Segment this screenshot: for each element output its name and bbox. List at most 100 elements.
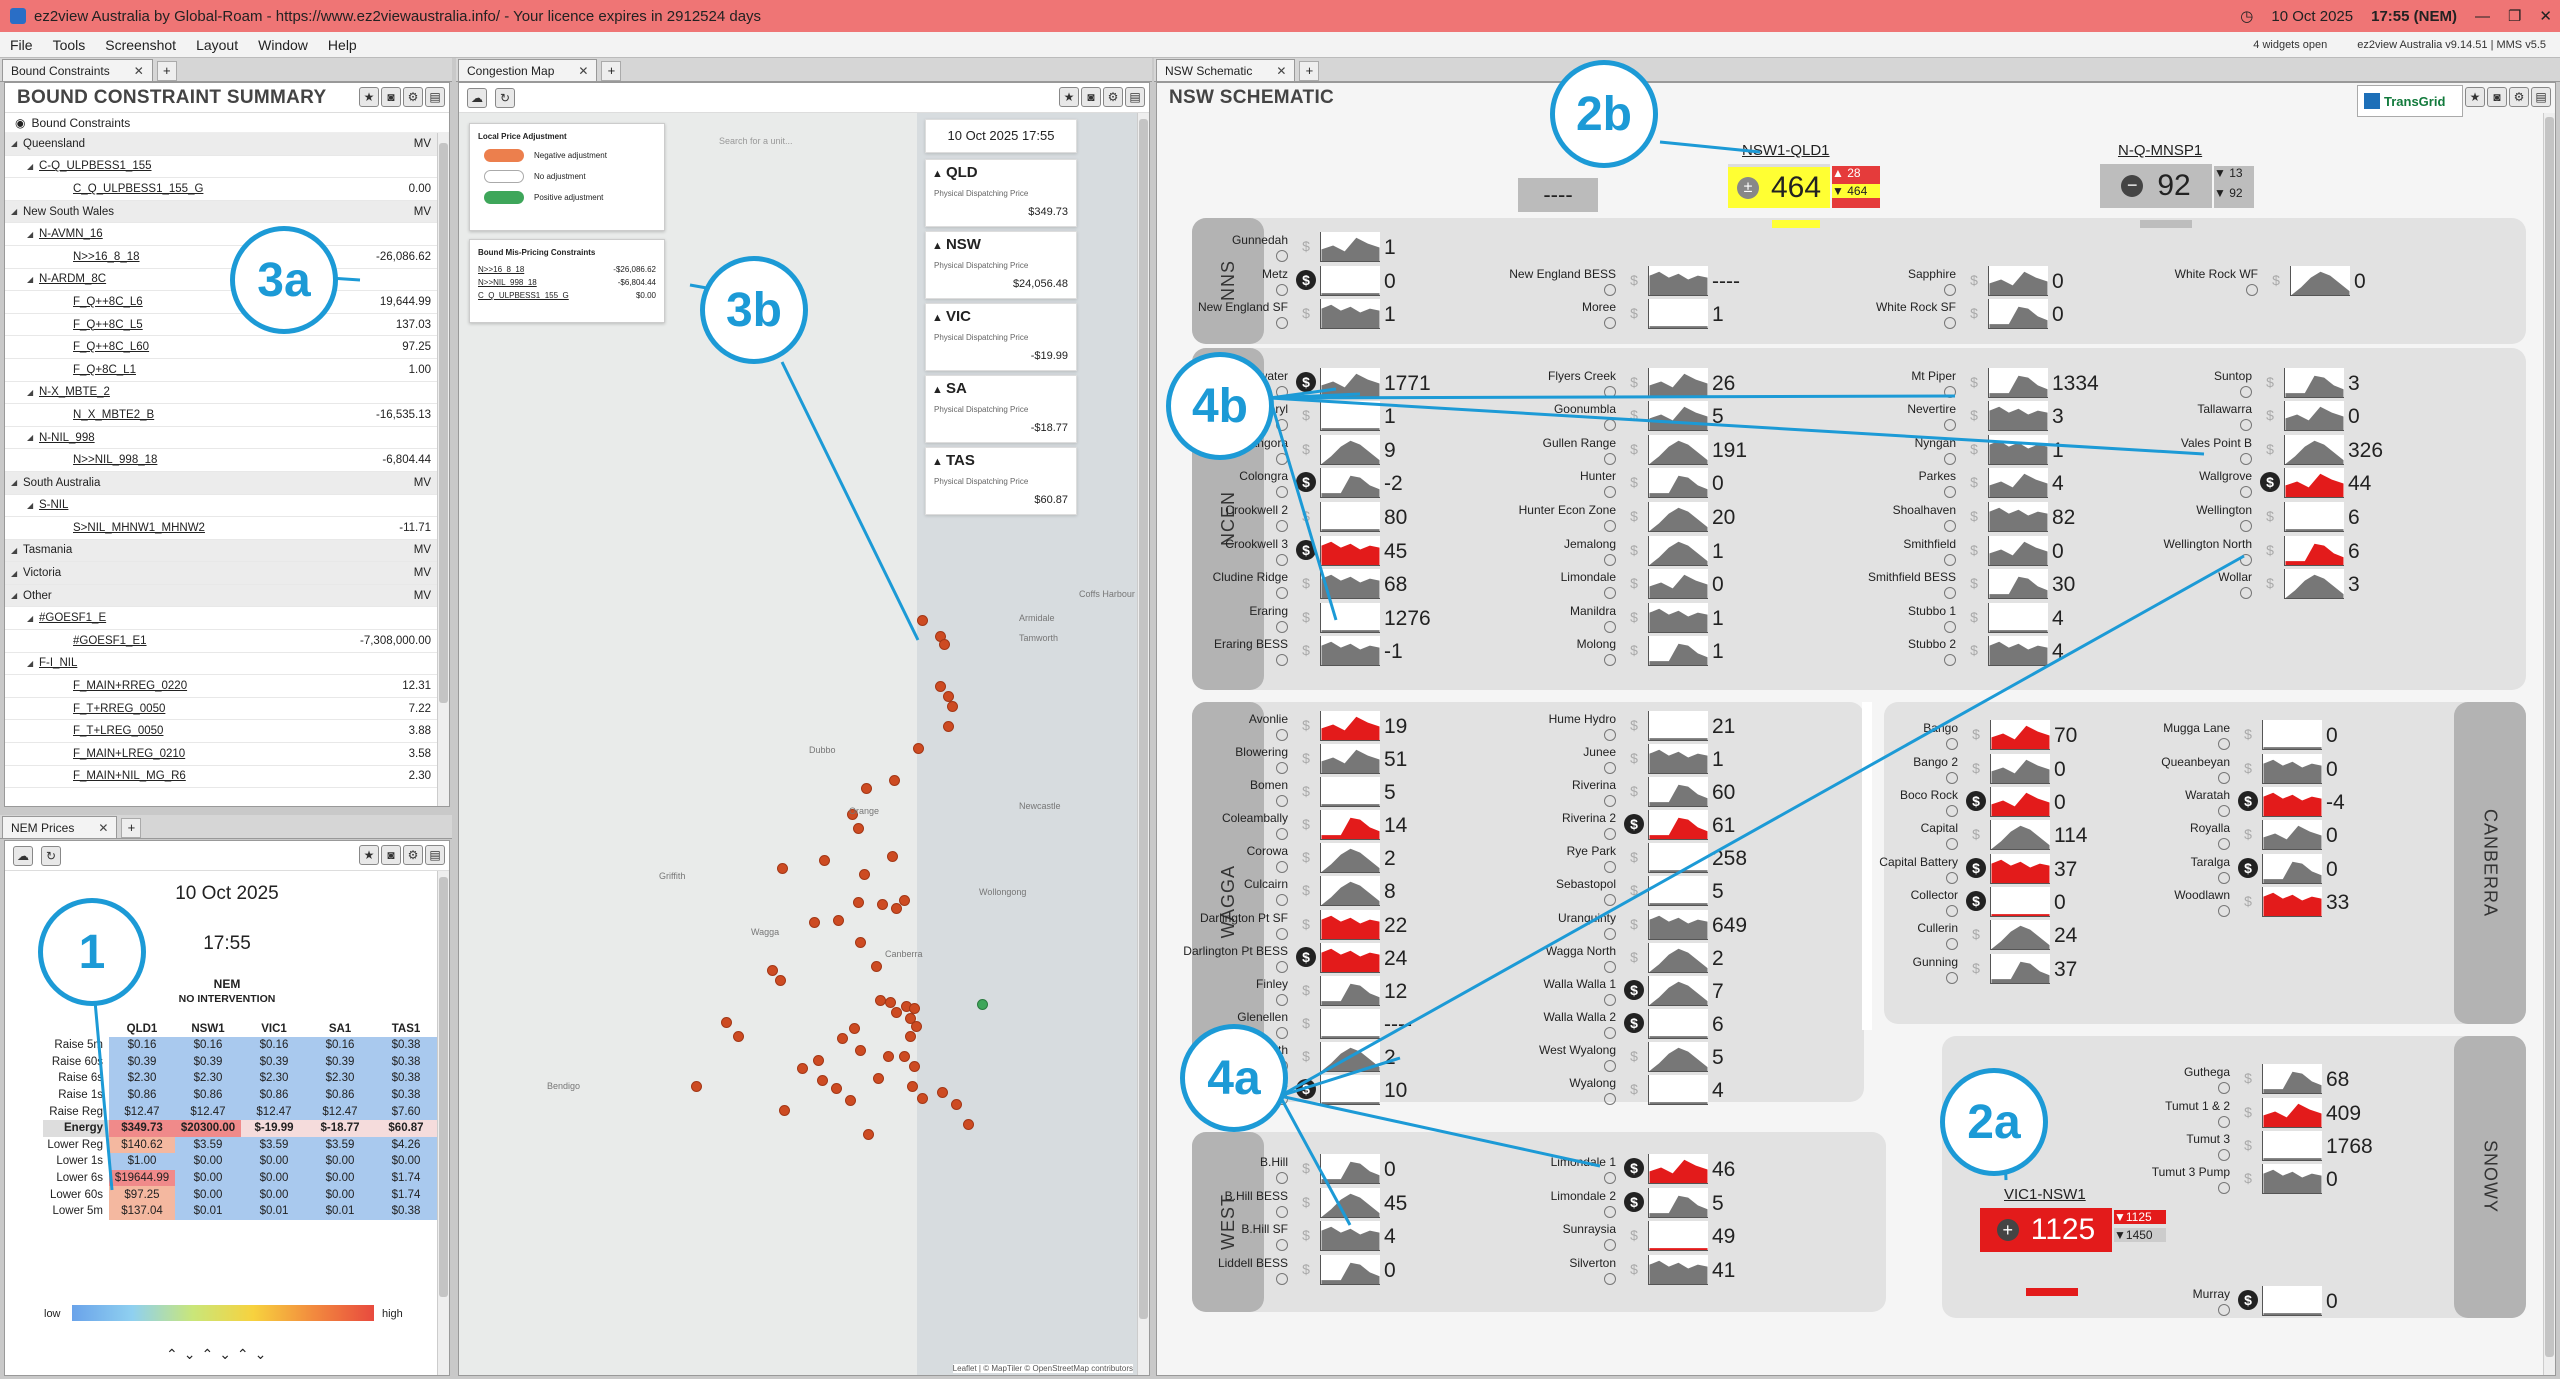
dollar-icon[interactable]: $ (2266, 374, 2274, 390)
constraint-row[interactable]: F_Q+8C_L1 1.00 (5, 359, 449, 382)
sort-arrows[interactable]: ⌃⌄⌃⌄⌃⌄ (166, 1346, 273, 1362)
unit-marker[interactable] (819, 855, 830, 866)
generator-unit[interactable]: Vales Point B $326 (2122, 435, 2442, 465)
dollar-icon[interactable]: $ (1630, 441, 1638, 457)
dollar-icon[interactable]: $ (1970, 407, 1978, 423)
unit-marker[interactable] (775, 975, 786, 986)
minimize-button[interactable]: — (2474, 7, 2490, 25)
dollar-icon[interactable]: $ (1972, 960, 1980, 976)
dollar-icon[interactable]: $ (1302, 1048, 1310, 1064)
price-cell[interactable]: $0.16 (307, 1037, 373, 1054)
dollar-icon[interactable]: $ (2266, 407, 2274, 423)
generator-unit[interactable]: Waratah $ -4 (2100, 787, 2420, 817)
unit-marker[interactable] (883, 1051, 894, 1062)
dollar-icon[interactable]: $ (1630, 374, 1638, 390)
tab-nsw-schematic[interactable]: NSW Schematic ✕ (1156, 59, 1296, 81)
price-cell[interactable]: $0.39 (241, 1053, 307, 1071)
generator-unit[interactable]: Metz $0 (1158, 266, 1478, 296)
expand-icon[interactable]: ◢ (11, 568, 18, 578)
unit-marker[interactable] (885, 997, 896, 1008)
unit-marker[interactable] (847, 809, 858, 820)
dollar-icon[interactable]: $ (2260, 472, 2280, 492)
dollar-icon[interactable]: $ (1630, 783, 1638, 799)
dollar-icon[interactable]: $ (1630, 272, 1638, 288)
dollar-icon[interactable]: $ (2238, 791, 2258, 811)
refresh-icon[interactable]: ↻ (41, 845, 61, 866)
dollar-icon[interactable]: $ (1630, 750, 1638, 766)
expand-icon[interactable]: ◢ (27, 161, 34, 171)
dollar-icon[interactable]: $ (2244, 826, 2252, 842)
dollar-icon[interactable]: $ (1966, 891, 1986, 911)
favorite-icon[interactable]: ★ (1059, 87, 1079, 107)
price-cell[interactable]: $-18.77 (307, 1119, 373, 1137)
unit-marker[interactable] (891, 1007, 902, 1018)
constraint-group-row[interactable]: ◢ #GOESF1_E (5, 607, 449, 631)
mispricing-row[interactable]: C_Q_ULPBESS1_155_G $0.00 (470, 289, 664, 302)
unit-marker[interactable] (777, 863, 788, 874)
constraint-group-row[interactable]: ◢ N-ARDM_8C (5, 269, 449, 292)
generator-unit[interactable]: Eraring $1276 (1158, 603, 1478, 633)
expand-icon[interactable]: ◢ (11, 591, 18, 601)
region-tab-snowy[interactable]: SNOWY (2454, 1036, 2526, 1318)
dollar-icon[interactable]: $ (1302, 238, 1310, 254)
region-price-card[interactable]: ▲ VIC Physical Dispatching Price -$19.99 (925, 303, 1077, 371)
dollar-icon[interactable]: $ (1624, 1013, 1644, 1033)
dollar-icon[interactable]: $ (1972, 826, 1980, 842)
generator-unit[interactable]: B.Hill SF $4 (1158, 1221, 1478, 1251)
tab-bound-constraints[interactable]: Bound Constraints ✕ (2, 59, 153, 81)
dollar-icon[interactable]: $ (1302, 1194, 1310, 1210)
region-col-header[interactable]: QLD1 (126, 1023, 158, 1035)
unit-marker[interactable] (813, 1055, 824, 1066)
generator-unit[interactable]: Riverina $60 (1486, 777, 1806, 807)
unit-marker-positive[interactable] (977, 999, 988, 1010)
settings-icon[interactable]: ⚙ (403, 845, 423, 865)
dollar-icon[interactable]: $ (2266, 542, 2274, 558)
generator-unit[interactable]: Molong $1 (1486, 636, 1806, 666)
unit-marker[interactable] (809, 917, 820, 928)
price-cell[interactable]: $0.00 (175, 1153, 241, 1170)
dollar-icon[interactable]: $ (1630, 508, 1638, 524)
price-cell[interactable]: $0.38 (373, 1070, 439, 1087)
scrollbar[interactable] (2543, 113, 2555, 1375)
dollar-icon[interactable]: $ (2244, 893, 2252, 909)
dollar-icon[interactable]: $ (1970, 305, 1978, 321)
expand-icon[interactable]: ◢ (27, 274, 34, 284)
generator-unit[interactable]: Capital $114 (1828, 820, 2148, 850)
unit-marker[interactable] (909, 1003, 920, 1014)
dollar-icon[interactable]: $ (1302, 642, 1310, 658)
dollar-icon[interactable]: $ (2272, 272, 2280, 288)
menu-tools[interactable]: Tools (52, 36, 86, 53)
generator-unit[interactable]: Cullerin $24 (1828, 920, 2148, 950)
constraint-group-row[interactable]: ◢ C-Q_ULPBESS1_155 (5, 156, 449, 179)
cloud-icon[interactable]: ☁ (467, 87, 487, 108)
mispricing-row[interactable]: N>>NIL_998_18 -$6,804.44 (470, 276, 664, 289)
menu-screenshot[interactable]: Screenshot (105, 36, 177, 53)
tree-root[interactable]: ◉ Bound Constraints (5, 113, 449, 133)
dollar-icon[interactable]: $ (1630, 305, 1638, 321)
constraint-row[interactable]: F_MAIN+RREG_0220 12.31 (5, 675, 449, 698)
dollar-icon[interactable]: $ (1302, 882, 1310, 898)
generator-unit[interactable]: Woodlawn $33 (2100, 887, 2420, 917)
dollar-icon[interactable]: $ (1302, 916, 1310, 932)
dollar-icon[interactable]: $ (2244, 1104, 2252, 1120)
unit-marker[interactable] (939, 639, 950, 650)
generator-unit[interactable]: Tumut 3 $1768 (2100, 1131, 2420, 1161)
dollar-icon[interactable]: $ (1302, 305, 1310, 321)
expand-icon[interactable]: ◢ (11, 545, 18, 555)
unit-marker[interactable] (779, 1105, 790, 1116)
dollar-icon[interactable]: $ (1296, 372, 1316, 392)
dollar-icon[interactable]: $ (1302, 849, 1310, 865)
menu-layout[interactable]: Layout (196, 36, 239, 53)
price-cell[interactable]: $20300.00 (175, 1119, 241, 1137)
unit-marker[interactable] (887, 851, 898, 862)
unit-marker[interactable] (797, 1063, 808, 1074)
dollar-icon[interactable]: $ (2238, 858, 2258, 878)
dollar-icon[interactable]: $ (1970, 441, 1978, 457)
unit-marker[interactable] (947, 701, 958, 712)
price-cell[interactable]: $2.30 (241, 1070, 307, 1087)
generator-unit[interactable]: Bomen $5 (1158, 777, 1478, 807)
unit-marker[interactable] (817, 1075, 828, 1086)
generator-unit[interactable]: Jemalong $1 (1486, 536, 1806, 566)
maximize-button[interactable]: ❐ (2507, 8, 2522, 25)
generator-unit[interactable]: Bango 2 $0 (1828, 754, 2148, 784)
